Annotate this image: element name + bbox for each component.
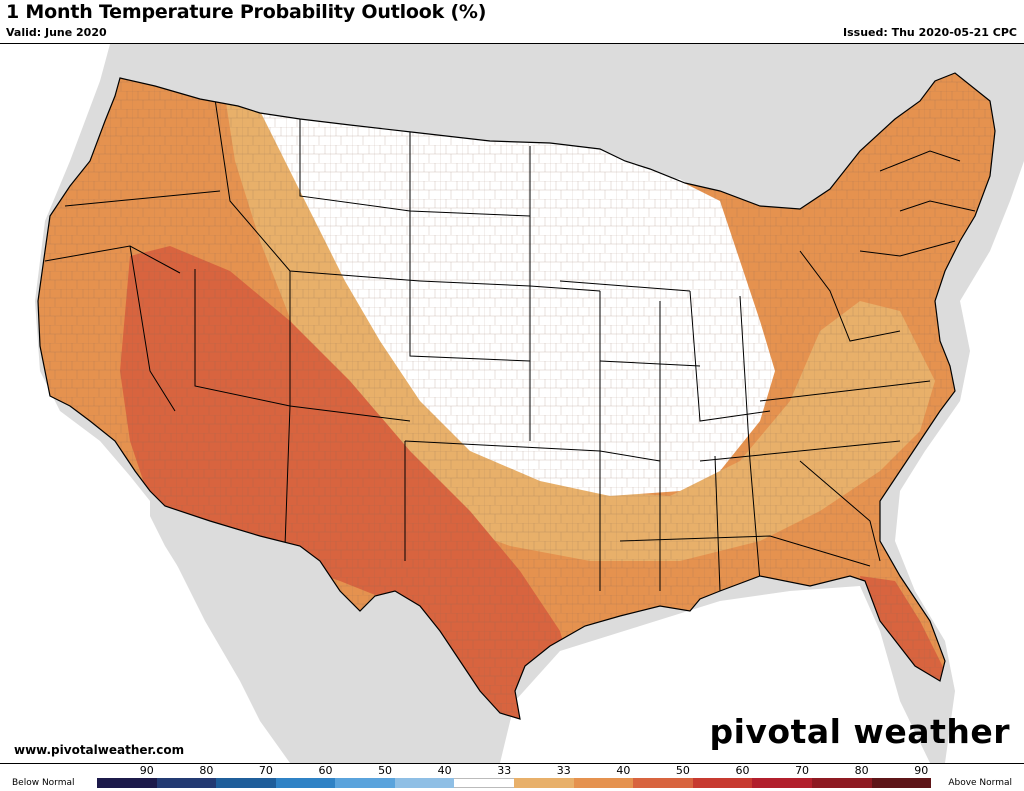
legend-tick-label: 33 [497, 764, 512, 777]
issued-date: Issued: Thu 2020-05-21 CPC [843, 26, 1017, 39]
legend-above-label: Above Normal [948, 778, 1012, 788]
legend-tick-label: 50 [675, 764, 690, 777]
atlantic-ocean [895, 44, 1024, 763]
page-title: 1 Month Temperature Probability Outlook … [6, 1, 487, 23]
legend-swatch [752, 778, 812, 788]
legend-swatch [871, 778, 932, 788]
gulf-of-mexico [500, 586, 930, 763]
legend-tick-label: 33 [556, 764, 571, 777]
legend-swatch [97, 778, 157, 788]
legend-tick-label: 50 [378, 764, 393, 777]
legend-tick-label: 40 [616, 764, 631, 777]
legend-tick-label: 70 [258, 764, 273, 777]
legend-tick-label: 90 [914, 764, 929, 777]
legend-tick-label: 70 [795, 764, 810, 777]
legend-swatch [573, 778, 634, 788]
legend-tick-label: 60 [735, 764, 750, 777]
state-borders [44, 98, 976, 592]
legend-swatch [454, 778, 515, 788]
pacific-ocean [0, 44, 290, 763]
baja-peninsula [150, 501, 270, 701]
legend-tick-label: 40 [437, 764, 452, 777]
legend-swatch [335, 778, 395, 788]
legend-swatch [692, 778, 753, 788]
legend-tick-label: 60 [318, 764, 333, 777]
outlook-map [0, 44, 1024, 763]
website-url[interactable]: www.pivotalweather.com [14, 743, 185, 757]
legend-tick-label: 90 [139, 764, 154, 777]
legend-bar [97, 778, 932, 788]
map-panel[interactable] [0, 43, 1024, 764]
valid-date: Valid: June 2020 [6, 26, 107, 39]
legend-swatch [514, 778, 574, 788]
legend-below-label: Below Normal [12, 778, 75, 788]
color-legend: 90 80 70 60 50 40 33 33 40 50 60 70 80 90 Below Norma… [0, 764, 1024, 791]
legend-swatch [216, 778, 276, 788]
legend-swatch [633, 778, 693, 788]
legend-tick-label: 80 [199, 764, 214, 777]
legend-tick-label: 80 [854, 764, 869, 777]
legend-swatch [275, 778, 336, 788]
legend-swatch [394, 778, 455, 788]
legend-ticks: 90 80 70 60 50 40 33 33 40 50 60 70 80 90 [0, 764, 1024, 777]
brand-logo: pivotal weather [709, 712, 1010, 751]
legend-swatch [811, 778, 872, 788]
legend-swatch [156, 778, 217, 788]
